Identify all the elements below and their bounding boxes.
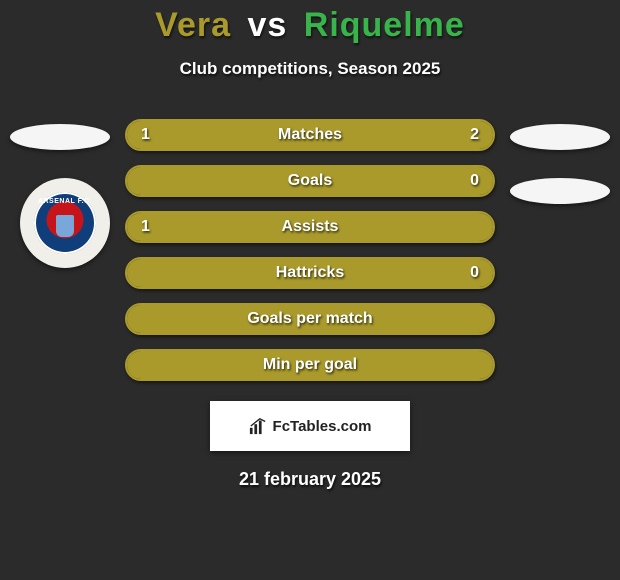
player1-flag-icon [10,124,110,150]
brand-box: FcTables.com [210,401,410,451]
comparison-card: Vera vs Riquelme Club competitions, Seas… [0,0,620,580]
stat-rows: 1 2 Matches 0 Goals 1 Assists 0 Hattricks Goals p… [125,119,495,381]
stat-value-right: 0 [470,259,479,287]
stat-label: Hattricks [276,264,344,282]
stat-row: 0 Hattricks [125,257,495,289]
stat-row: 1 2 Matches [125,119,495,151]
stat-label: Matches [278,126,342,144]
stat-label: Goals per match [247,310,372,328]
crest-label: ARSENAL F.C. [34,198,96,205]
stat-value-left: 1 [141,121,150,149]
player2-club-placeholder-icon [510,178,610,204]
stat-row: 1 Assists [125,211,495,243]
player1-name: Vera [155,6,231,44]
player2-name: Riquelme [304,6,465,44]
date-text: 21 february 2025 [0,469,620,490]
stat-row: Min per goal [125,349,495,381]
stat-value-right: 2 [470,121,479,149]
crest-shield-icon: ARSENAL F.C. [34,192,96,254]
stat-value-right: 0 [470,167,479,195]
stat-row: 0 Goals [125,165,495,197]
player1-club-crest-icon: ARSENAL F.C. [20,178,110,268]
stat-row: Goals per match [125,303,495,335]
stat-label: Goals [288,172,332,190]
stat-label: Min per goal [263,356,357,374]
stat-value-left: 1 [141,213,150,241]
page-title: Vera vs Riquelme [0,6,620,45]
brand-chart-icon [249,417,267,435]
stat-label: Assists [282,218,339,236]
player2-flag-icon [510,124,610,150]
subtitle-text: Club competitions, Season 2025 [0,59,620,79]
brand-text: FcTables.com [273,418,372,435]
title-vs: vs [247,6,287,44]
